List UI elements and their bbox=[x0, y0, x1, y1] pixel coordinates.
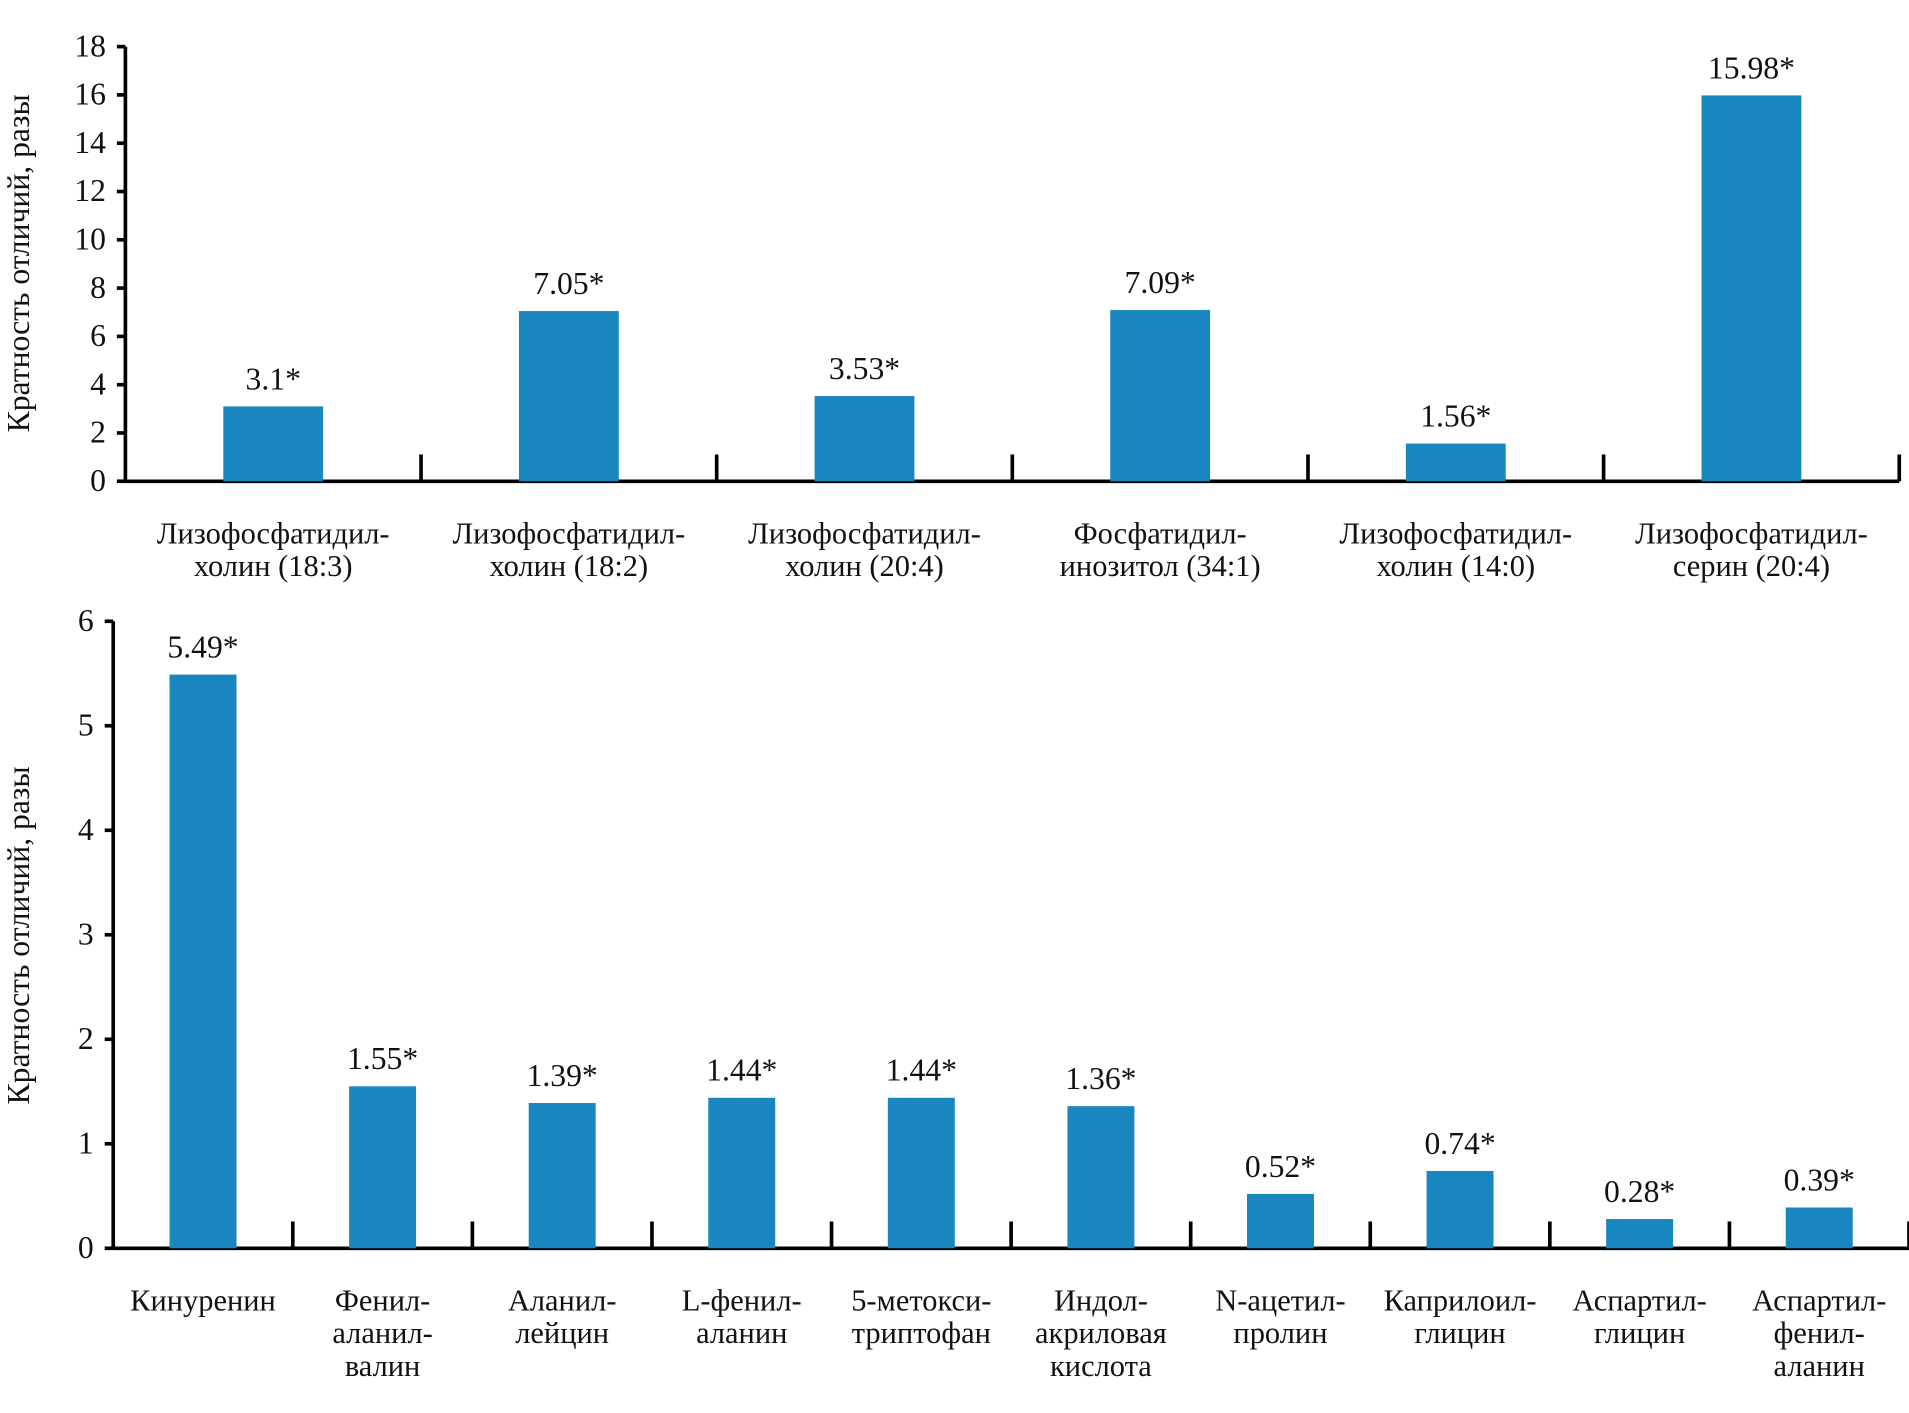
y-tick-label: 6 bbox=[90, 318, 106, 353]
value-label: 1.55* bbox=[347, 1041, 418, 1076]
bar bbox=[1426, 1170, 1494, 1249]
y-tick-label: 4 bbox=[90, 366, 106, 401]
y-tick-label: 3 bbox=[78, 916, 94, 951]
x-tick-label-box: Кинуренин bbox=[130, 1284, 276, 1318]
value-label: 0.74* bbox=[1424, 1126, 1495, 1161]
bar bbox=[1405, 443, 1506, 482]
value-label: 5.49* bbox=[167, 629, 238, 664]
value-label: 0.52* bbox=[1245, 1149, 1316, 1184]
x-tick-label-box: Лизофосфатидил- серин (20:4) bbox=[1635, 517, 1868, 584]
x-tick-label: Лизофосфатидил- серин (20:4) bbox=[1635, 517, 1868, 584]
x-tick-label: Каприлоил- глицин bbox=[1383, 1284, 1537, 1351]
x-tick-label-box: Лизофосфатидил- холин (14:0) bbox=[1339, 517, 1573, 584]
x-tick-label-box: 5-метокси- триптофан bbox=[851, 1284, 992, 1351]
y-tick-label: 5 bbox=[78, 707, 94, 742]
x-tick-label: Фенил- аланил- валин bbox=[332, 1284, 433, 1384]
x-tick-label: 5-метокси- триптофан bbox=[851, 1284, 992, 1351]
y-tick-label: 18 bbox=[74, 28, 106, 63]
y-tick-label: 2 bbox=[78, 1021, 94, 1056]
bar bbox=[169, 674, 237, 1249]
x-tick-label-box: Лизофосфатидил- холин (18:3) bbox=[156, 517, 390, 584]
x-tick-label-box: Индол- акриловая кислота bbox=[1035, 1284, 1167, 1384]
y-axis-title: Кратность отличий, разы bbox=[1, 766, 36, 1104]
value-label: 7.09* bbox=[1125, 265, 1196, 300]
x-tick-label: Аспартил- фенил- аланин bbox=[1752, 1284, 1887, 1384]
y-tick-label: 8 bbox=[90, 270, 106, 305]
y-tick-label: 6 bbox=[78, 603, 94, 638]
bar bbox=[814, 396, 915, 482]
value-label: 15.98* bbox=[1708, 50, 1795, 85]
x-tick-label: Лизофосфатидил- холин (18:2) bbox=[452, 517, 686, 584]
x-tick-label-box: Аспартил- глицин bbox=[1572, 1284, 1707, 1351]
x-tick-label-box: Фосфатидил- инозитол (34:1) bbox=[1059, 517, 1261, 584]
x-tick-label-box: Каприлоил- глицин bbox=[1383, 1284, 1537, 1351]
x-tick-label-box: Фенил- аланил- валин bbox=[332, 1284, 433, 1384]
bar bbox=[1246, 1193, 1314, 1249]
value-label: 0.28* bbox=[1604, 1174, 1675, 1209]
bar bbox=[518, 311, 619, 482]
bar bbox=[1785, 1207, 1853, 1249]
x-tick-label-box: Аланил- лейцин bbox=[507, 1284, 617, 1351]
x-tick-label: Аспартил- глицин bbox=[1572, 1284, 1707, 1351]
value-label: 3.53* bbox=[829, 351, 900, 386]
value-label: 0.39* bbox=[1784, 1162, 1855, 1197]
value-label: 1.39* bbox=[527, 1058, 598, 1093]
bar bbox=[349, 1086, 417, 1249]
bar bbox=[1067, 1106, 1135, 1249]
value-label: 3.1* bbox=[246, 361, 301, 396]
x-tick-label-box: Лизофосфатидил- холин (18:2) bbox=[452, 517, 686, 584]
x-tick-label-box: Аспартил- фенил- аланин bbox=[1752, 1284, 1887, 1384]
value-label: 1.56* bbox=[1420, 399, 1491, 434]
x-tick-label: L-фенил- аланин bbox=[681, 1284, 802, 1351]
x-tick-label: Фосфатидил- инозитол (34:1) bbox=[1059, 517, 1261, 584]
x-tick-label: Лизофосфатидил- холин (20:4) bbox=[748, 517, 981, 584]
y-tick-label: 16 bbox=[74, 77, 106, 112]
value-label: 1.36* bbox=[1065, 1061, 1136, 1096]
x-tick-label-box: N-ацетил- пролин bbox=[1215, 1284, 1346, 1351]
bar bbox=[887, 1097, 955, 1249]
value-label: 1.44* bbox=[886, 1053, 957, 1088]
value-label: 7.05* bbox=[533, 266, 604, 301]
x-tick-label: Кинуренин bbox=[130, 1284, 276, 1318]
y-tick-label: 2 bbox=[90, 415, 106, 450]
x-tick-label: N-ацетил- пролин bbox=[1215, 1284, 1346, 1351]
bar bbox=[708, 1097, 776, 1249]
y-axis-title: Кратность отличий, разы bbox=[1, 94, 36, 432]
bar bbox=[1110, 310, 1211, 482]
y-tick-label: 1 bbox=[78, 1125, 94, 1160]
bar bbox=[1606, 1219, 1674, 1249]
y-tick-label: 12 bbox=[74, 173, 106, 208]
bar bbox=[528, 1103, 596, 1249]
x-tick-label: Лизофосфатидил- холин (18:3) bbox=[156, 517, 390, 584]
y-tick-label: 10 bbox=[74, 222, 106, 257]
x-tick-label-box: L-фенил- аланин bbox=[681, 1284, 802, 1351]
value-label: 1.44* bbox=[706, 1053, 777, 1088]
x-tick-label: Аланил- лейцин bbox=[507, 1284, 617, 1351]
x-tick-label: Лизофосфатидил- холин (14:0) bbox=[1339, 517, 1573, 584]
y-tick-label: 0 bbox=[78, 1230, 94, 1265]
y-tick-label: 4 bbox=[78, 812, 94, 847]
x-tick-label-box: Лизофосфатидил- холин (20:4) bbox=[748, 517, 981, 584]
x-tick-label: Индол- акриловая кислота bbox=[1035, 1284, 1167, 1384]
bar bbox=[223, 406, 324, 482]
bar bbox=[1701, 95, 1802, 482]
y-tick-label: 14 bbox=[74, 125, 106, 160]
y-tick-label: 0 bbox=[90, 463, 106, 498]
